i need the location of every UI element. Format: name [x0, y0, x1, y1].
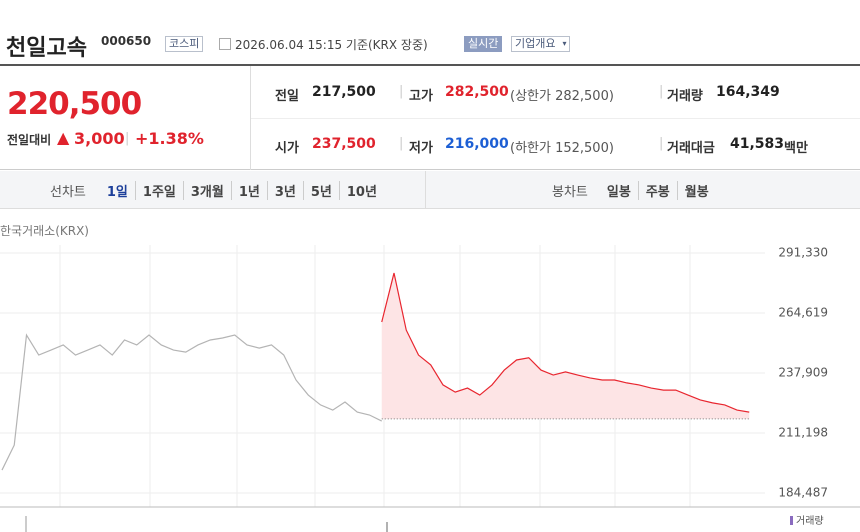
divider [425, 171, 426, 208]
market-badge: 코스피 [165, 36, 204, 52]
y-tick-label: 291,330 [778, 245, 828, 259]
field-label: 거래대금 [667, 141, 715, 156]
field-value: 237,500 [312, 136, 376, 152]
stock-name: 천일고속 [6, 36, 87, 61]
y-tick-label: 264,619 [778, 305, 828, 319]
separator: | [399, 136, 404, 151]
field-value: 164,349 [716, 84, 780, 100]
field-label: 거래량 [667, 89, 703, 104]
price: 220,500 [7, 86, 142, 122]
period-tab[interactable]: 1년 [230, 181, 267, 200]
field-value: 216,000 [445, 136, 509, 152]
time: 2026.06.04 15:15 기준(KRX 장중) [235, 38, 428, 52]
volume-icon [790, 516, 793, 525]
change: 3,000 [74, 129, 125, 148]
field-note: (하한가 152,500) [510, 141, 614, 156]
company-button[interactable]: 기업개요 ▾ [511, 36, 571, 52]
field-value: 41,583 [730, 136, 785, 152]
separator: | [125, 131, 130, 146]
line-tabs: 선차트 1일 1주일 3개월 1년 3년 5년 10년 [50, 181, 384, 200]
calendar-icon [219, 38, 231, 50]
field-label: 전일 [275, 89, 299, 104]
candle-tabs: 봉차트 일봉 주봉 월봉 [552, 181, 716, 200]
field-label: 고가 [409, 89, 433, 104]
price-line [381, 272, 750, 413]
divider [251, 118, 860, 119]
change-label: 전일대비 [7, 133, 52, 147]
rate: +1.38% [135, 129, 204, 148]
stock-code: 000650 [101, 34, 152, 48]
period-tab[interactable]: 3개월 [182, 181, 231, 200]
period-tab[interactable]: 10년 [338, 181, 384, 200]
separator: | [399, 84, 404, 99]
separator: | [659, 136, 664, 151]
divider [250, 66, 251, 170]
field-unit: 백만 [784, 141, 808, 156]
candle-tab[interactable]: 일봉 [606, 185, 631, 200]
candle-tab[interactable]: 월봉 [676, 181, 716, 200]
quote-box [0, 64, 860, 170]
y-tick-label: 184,487 [778, 486, 828, 500]
field-value: 217,500 [312, 84, 376, 100]
dropdown-icon: ▾ [562, 39, 567, 48]
price-line [1, 333, 383, 471]
volume-label: 거래량 [796, 515, 824, 527]
tab-group-label: 선차트 [50, 185, 86, 200]
period-tab[interactable]: 5년 [302, 181, 339, 200]
field-label: 저가 [409, 141, 433, 156]
up-arrow: ▲ [57, 128, 70, 147]
tab-group-label: 봉차트 [552, 185, 588, 200]
company-label: 기업개요 [515, 37, 556, 50]
separator: | [659, 84, 664, 99]
y-tick-label: 211,198 [778, 425, 828, 439]
realtime-badge[interactable]: 실시간 [464, 36, 503, 52]
area-fill [381, 273, 750, 419]
field-value: 282,500 [445, 84, 509, 100]
field-label: 시가 [275, 141, 299, 156]
field-note: (상한가 282,500) [510, 89, 614, 104]
candle-tab[interactable]: 주봉 [637, 181, 677, 200]
source: 한국거래소(KRX) [0, 224, 89, 238]
tab-bar [0, 171, 860, 209]
period-tab[interactable]: 1일 [106, 185, 128, 200]
vertical-grid [59, 245, 691, 507]
period-tab[interactable]: 1주일 [134, 181, 183, 200]
period-tab[interactable]: 3년 [266, 181, 303, 200]
y-tick-label: 237,909 [778, 365, 828, 379]
